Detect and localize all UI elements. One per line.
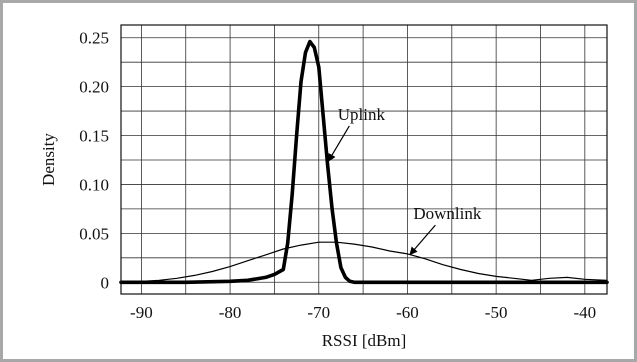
annotation-arrow xyxy=(328,125,350,162)
grid-lines xyxy=(121,25,607,294)
y-tick-labels: 0 0.05 0.10 0.15 0.20 0.25 xyxy=(79,29,109,293)
series-line-downlink xyxy=(120,241,608,283)
series-line-uplink xyxy=(119,39,609,285)
x-tick-label: -90 xyxy=(130,303,153,322)
x-axis-label: RSSI [dBm] xyxy=(322,331,407,350)
annotation-label-uplink: Uplink xyxy=(338,105,386,124)
annotation-label-downlink: Downlink xyxy=(413,204,482,223)
x-tick-label: -60 xyxy=(396,303,419,322)
y-tick-label: 0.15 xyxy=(79,127,109,146)
x-tick-label: -50 xyxy=(485,303,508,322)
x-tick-labels: -90 -80 -70 -60 -50 -40 xyxy=(130,303,596,322)
annotations: Uplink Downlink xyxy=(328,105,482,256)
y-axis-label: Density xyxy=(39,133,58,186)
x-tick-label: -40 xyxy=(573,303,596,322)
y-tick-label: 0.25 xyxy=(79,29,109,48)
y-tick-label: 0 xyxy=(101,273,110,292)
y-tick-label: 0.10 xyxy=(79,175,109,194)
plot-border xyxy=(120,24,608,295)
x-tick-label: -70 xyxy=(307,303,330,322)
x-tick-label: -80 xyxy=(219,303,242,322)
y-tick-label: 0.20 xyxy=(79,78,109,97)
y-tick-label: 0.05 xyxy=(79,224,109,243)
series-lines xyxy=(119,39,609,285)
annotation-arrow xyxy=(409,224,436,256)
